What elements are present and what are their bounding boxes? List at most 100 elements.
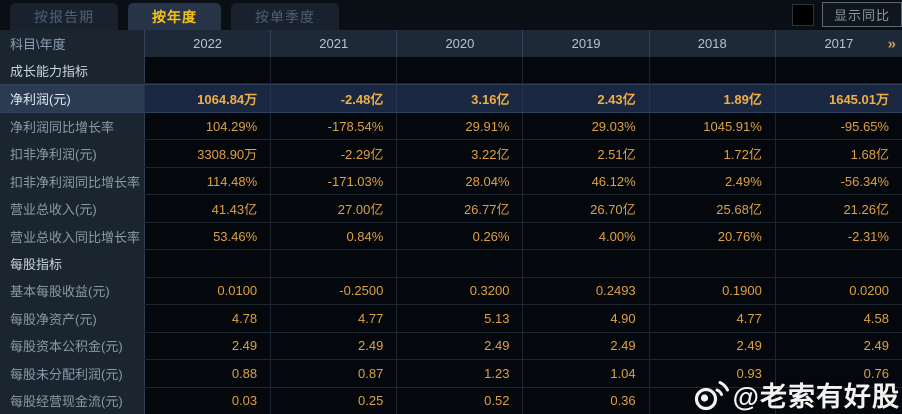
cell-value: 21.26亿 <box>843 202 889 218</box>
cell-value <box>776 388 902 414</box>
row-label: 净利润(元) <box>0 85 145 112</box>
table-row[interactable]: 扣非净利润同比增长率 114.48% -171.03% 28.04% 46.12% 2.4… <box>0 167 902 196</box>
cell-value: -171.03% <box>271 167 398 195</box>
cell-value: 0.36 <box>523 387 650 414</box>
section-header-row[interactable]: 每股指标 <box>0 250 902 278</box>
row-label: 成长能力指标 <box>0 57 145 84</box>
cell-value <box>650 57 776 84</box>
cell-value <box>523 57 650 84</box>
cell-value <box>776 250 902 276</box>
corner-header-cell: 科目\年度 <box>0 30 145 57</box>
year-header-cell: 2019 <box>523 30 650 57</box>
table-row[interactable]: 营业总收入(元) 41.43亿 27.00亿 26.77亿 26.70亿 25.68亿 21… <box>0 195 902 223</box>
cell-value: 41.43亿 <box>145 195 272 222</box>
section-header-row[interactable]: 成长能力指标 <box>0 57 902 85</box>
cell-value: 26.70亿 <box>523 195 650 222</box>
row-label: 每股经营现金流(元) <box>0 387 145 414</box>
cell-value: 1645.01万 <box>828 92 889 108</box>
table-row[interactable]: 每股未分配利润(元) 0.88 0.87 1.23 1.04 0.93 0.76 <box>0 360 902 388</box>
cell-value <box>271 250 398 277</box>
cell-value: 0.03 <box>145 387 272 414</box>
table-header-row: 科目\年度 2022 2021 2020 2019 2018 2017» <box>0 30 902 57</box>
table-row[interactable]: 净利润(元) 1064.84万 -2.48亿 3.16亿 2.43亿 1.89亿 1645.… <box>0 84 902 113</box>
year-header-cell: 2021 <box>271 30 398 57</box>
cell-value <box>523 250 650 277</box>
cell-value: -95.65% <box>840 118 889 134</box>
cell-value: 4.77 <box>271 305 398 332</box>
cell-value: -0.2500 <box>271 277 398 305</box>
cell-value: 4.77 <box>650 305 776 332</box>
cell-value: -2.48亿 <box>271 85 398 112</box>
tab-inactive[interactable]: 按单季度 <box>231 3 339 30</box>
cell-value: 2.49 <box>863 338 889 354</box>
cell-value: 2.49 <box>650 332 776 360</box>
table-row[interactable]: 扣非净利润(元) 3308.90万 -2.29亿 3.22亿 2.51亿 1.72亿 1.6… <box>0 140 902 168</box>
cell-value: 0.1900 <box>650 277 776 305</box>
table-row[interactable]: 营业总收入同比增长率 53.46% 0.84% 0.26% 4.00% 20.76% -2.… <box>0 222 902 251</box>
cell-value: 29.03% <box>523 112 650 140</box>
cell-value: 0.3200 <box>397 277 524 305</box>
cell-value: 2.49% <box>650 167 776 195</box>
cell-value: 1.72亿 <box>650 140 776 167</box>
cell-value: 5.13 <box>397 305 524 332</box>
cell-value: 0.0200 <box>849 283 889 299</box>
table-row[interactable]: 净利润同比增长率 104.29% -178.54% 29.91% 29.03% 1045.… <box>0 112 902 141</box>
year-header-cell: 2022 <box>145 30 272 57</box>
tabbar-right-controls: 显示同比 <box>792 2 902 27</box>
cell-value: 25.68亿 <box>650 195 776 222</box>
cell-value: 28.04% <box>397 167 524 195</box>
row-label: 每股净资产(元) <box>0 305 145 332</box>
cell-value: 2.49 <box>271 332 398 360</box>
more-years-chevron-icon[interactable]: » <box>887 35 896 52</box>
cell-value: 1064.84万 <box>145 85 272 112</box>
cell-value: 1.04 <box>523 360 650 387</box>
cell-value: 1.89亿 <box>650 85 776 112</box>
table-row[interactable]: 基本每股收益(元) 0.0100 -0.2500 0.3200 0.2493 0.1900… <box>0 277 902 306</box>
cell-value: 3.22亿 <box>397 140 524 167</box>
year-header-cell: 2017» <box>824 35 896 52</box>
cell-value: 0.0100 <box>145 277 272 305</box>
cell-value: 4.90 <box>523 305 650 332</box>
show-yoy-button[interactable]: 显示同比 <box>822 2 902 27</box>
cell-value: 3.16亿 <box>397 85 524 112</box>
table-row[interactable]: 每股资本公积金(元) 2.49 2.49 2.49 2.49 2.49 2.49 <box>0 332 902 361</box>
cell-value: 0.25 <box>271 387 398 414</box>
row-label: 扣非净利润同比增长率 <box>0 167 145 195</box>
year-header-cell: 2020 <box>397 30 524 57</box>
cell-value: 0.87 <box>271 360 398 387</box>
cell-value: 0.26% <box>397 222 524 250</box>
cell-value <box>397 57 524 84</box>
table-row[interactable]: 每股净资产(元) 4.78 4.77 5.13 4.90 4.77 4.58 <box>0 305 902 333</box>
cell-value <box>397 250 524 277</box>
cell-value: 2.43亿 <box>523 85 650 112</box>
cell-value: 0.93 <box>650 360 776 387</box>
cell-value: -2.29亿 <box>271 140 398 167</box>
cell-value: 3308.90万 <box>145 140 272 167</box>
cell-value: 1.23 <box>397 360 524 387</box>
cell-value: 46.12% <box>523 167 650 195</box>
table-body: 成长能力指标 净利润(元) 1064.84万 -2.48亿 3.16亿 2.43亿 1.89… <box>0 57 902 414</box>
row-label: 基本每股收益(元) <box>0 277 145 305</box>
table-row[interactable]: 每股经营现金流(元) 0.03 0.25 0.52 0.36 <box>0 387 902 414</box>
period-tabbar: 按报告期 按年度 按单季度 显示同比 <box>0 0 902 30</box>
tabs-group: 按报告期 按年度 按单季度 <box>0 0 339 30</box>
cell-value: 114.48% <box>145 167 272 195</box>
cell-value <box>145 57 272 84</box>
row-label: 营业总收入同比增长率 <box>0 222 145 250</box>
cell-value: 2.49 <box>145 332 272 360</box>
cell-value <box>271 57 398 84</box>
cell-value <box>650 250 776 277</box>
show-yoy-checkbox[interactable] <box>792 3 814 26</box>
row-label: 营业总收入(元) <box>0 195 145 222</box>
cell-value: 0.88 <box>145 360 272 387</box>
cell-value: 2.49 <box>397 332 524 360</box>
cell-value: 2.49 <box>523 332 650 360</box>
cell-value: 29.91% <box>397 112 524 140</box>
cell-value: 2.51亿 <box>523 140 650 167</box>
tab-active[interactable]: 按年度 <box>128 3 221 30</box>
cell-value: 0.76 <box>863 365 889 381</box>
cell-value: 0.2493 <box>523 277 650 305</box>
tab-inactive[interactable]: 按报告期 <box>10 3 118 30</box>
cell-value: 0.84% <box>271 222 398 250</box>
